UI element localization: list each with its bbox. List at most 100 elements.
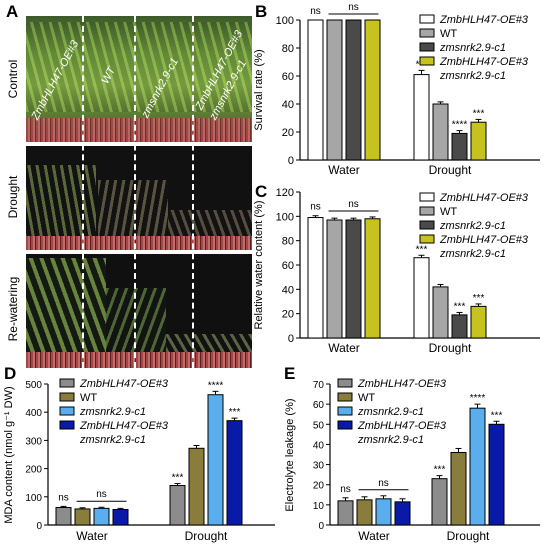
bar [307, 19, 324, 161]
bar [93, 507, 110, 526]
y-tick-label: 500 [25, 380, 42, 391]
y-tick-label: 120 [276, 187, 294, 199]
bar [345, 219, 362, 339]
x-tick-label: Drought [185, 529, 228, 543]
bar [413, 257, 430, 339]
y-tick-label: 60 [282, 71, 294, 83]
bar [470, 121, 487, 161]
bar [74, 508, 91, 526]
row-label-drought: Drought [6, 175, 20, 219]
divider-line [134, 16, 136, 368]
significance-label: ns [310, 202, 321, 213]
significance-label: *** [172, 473, 184, 484]
x-tick-label: Drought [429, 163, 472, 177]
legend-label: WT [358, 392, 375, 404]
bar [432, 103, 449, 161]
significance-label: ns [348, 2, 359, 13]
significance-label: *** [473, 293, 485, 304]
panel-letter-a: A [6, 2, 19, 21]
y-tick-label: 400 [25, 408, 42, 419]
x-tick-label: Water [328, 163, 360, 177]
legend-swatch [59, 392, 75, 402]
legend-label: WT [80, 392, 97, 404]
bar [431, 478, 448, 526]
significance-label: **** [470, 393, 486, 404]
panel-letter-e: E [284, 364, 296, 383]
bar [364, 19, 381, 161]
bar [226, 420, 243, 526]
divider-line [192, 16, 194, 368]
y-tick-label: 100 [276, 211, 294, 223]
legend-swatch [419, 56, 435, 66]
y-tick-label: 60 [313, 400, 325, 411]
significance-label: **** [208, 380, 224, 391]
significance-label: *** [416, 244, 428, 255]
significance-label: ns [310, 6, 321, 17]
bar [207, 394, 224, 526]
bar [394, 501, 411, 526]
divider-line [82, 16, 84, 368]
legend-label: zmsnrk2.9-c1 [439, 220, 506, 232]
legend-swatch [419, 14, 435, 24]
x-tick-label: Water [328, 341, 360, 355]
legend-swatch [59, 406, 75, 416]
bar [470, 305, 487, 339]
legend-label: WT [440, 28, 457, 40]
bar [413, 74, 430, 161]
bar [364, 218, 381, 339]
legend-swatch [419, 206, 435, 216]
bar [188, 447, 205, 526]
legend-label: zmsnrk2.9-c1 [79, 406, 146, 418]
photo-control [26, 16, 252, 142]
legend-swatch [419, 192, 435, 202]
legend-swatch [59, 378, 75, 388]
x-tick-label: Water [76, 529, 108, 543]
y-tick-label: 100 [276, 15, 294, 27]
legend-swatch [337, 420, 353, 430]
row-label-control: Control [6, 59, 20, 99]
significance-label: *** [229, 407, 241, 418]
legend-swatch [419, 220, 435, 230]
legend-label: zmsnrk2.9-c1 [439, 70, 506, 82]
significance-label: ns [58, 492, 69, 503]
y-tick-label: 70 [313, 380, 325, 391]
bar [326, 19, 343, 161]
bar [451, 314, 468, 339]
y-tick-label: 40 [282, 284, 294, 296]
y-tick-label: 0 [36, 521, 42, 532]
y-axis-label: Relative water content (%) [253, 201, 265, 330]
legend-label: ZmbHLH47-OE#3 [357, 420, 447, 432]
y-tick-label: 20 [282, 127, 294, 139]
legend-label: ZmbHLH47-OE#3 [439, 56, 529, 68]
legend-swatch [337, 392, 353, 402]
photo-drought [26, 146, 252, 250]
significance-label: *** [434, 465, 446, 476]
panel-letter-c: C [255, 182, 268, 201]
significance-label: ns [340, 484, 351, 495]
bar [55, 507, 72, 526]
y-tick-label: 20 [313, 481, 325, 492]
legend-label: ZmbHLH47-OE#3 [79, 420, 169, 432]
y-tick-label: 60 [282, 260, 294, 272]
x-tick-label: Drought [429, 341, 472, 355]
x-tick-label: Drought [447, 529, 490, 543]
row-label-rewatering: Re-watering [6, 276, 20, 342]
legend-label: zmsnrk2.9-c1 [439, 248, 506, 260]
legend-label: ZmbHLH47-OE#3 [439, 192, 529, 204]
significance-label: *** [416, 59, 428, 70]
panel-letter-b: B [255, 2, 268, 21]
bar [432, 286, 449, 339]
y-axis-label: MDA content (nmol g⁻¹ DW) [3, 386, 15, 523]
bar [375, 498, 392, 526]
y-axis-label: Electrolyte leakage (%) [284, 398, 296, 511]
bar [307, 217, 324, 339]
significance-label: ns [378, 478, 389, 489]
y-axis-label: Survival rate (%) [253, 49, 265, 130]
legend-swatch [419, 42, 435, 52]
y-tick-label: 40 [313, 440, 325, 451]
bar [337, 500, 354, 526]
significance-label: *** [454, 301, 466, 312]
y-tick-label: 10 [313, 501, 325, 512]
y-tick-label: 0 [288, 333, 294, 345]
y-tick-label: 40 [282, 99, 294, 111]
